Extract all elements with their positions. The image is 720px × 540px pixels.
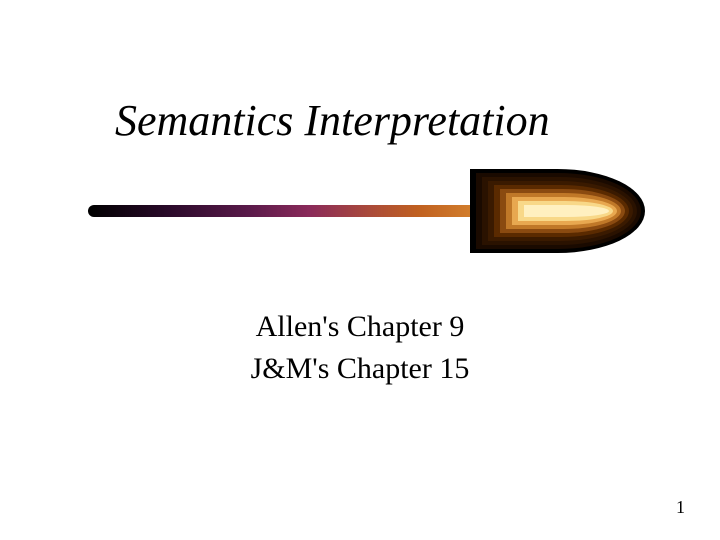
subtitle-block: Allen's Chapter 9 J&M's Chapter 15 (0, 310, 720, 394)
divider-gradient-line (88, 205, 490, 217)
decorative-divider (88, 175, 648, 265)
subtitle-line-2: J&M's Chapter 15 (0, 352, 720, 386)
page-number: 1 (676, 497, 685, 518)
divider-bullet-shape (470, 169, 645, 253)
bullet-layer (524, 205, 609, 217)
slide-title: Semantics Interpretation (115, 95, 550, 146)
subtitle-line-1: Allen's Chapter 9 (0, 310, 720, 344)
